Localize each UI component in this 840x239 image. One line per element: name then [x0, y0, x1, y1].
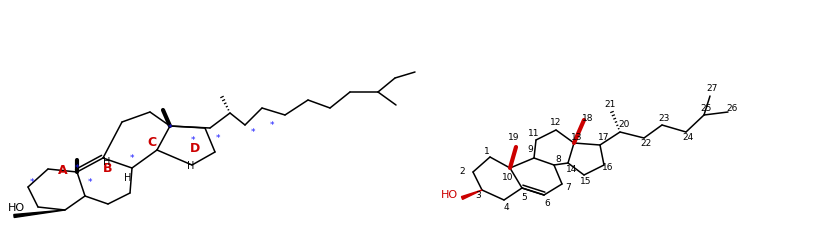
- Text: 27: 27: [706, 83, 717, 92]
- Polygon shape: [461, 190, 482, 199]
- Text: 18: 18: [582, 114, 594, 123]
- Text: 9: 9: [528, 146, 533, 154]
- Text: 4: 4: [503, 202, 509, 212]
- Text: 12: 12: [550, 118, 562, 126]
- Text: 23: 23: [659, 114, 669, 123]
- Text: B: B: [103, 162, 113, 174]
- Text: HO: HO: [8, 203, 25, 213]
- Text: *: *: [87, 179, 92, 188]
- Text: 16: 16: [602, 163, 614, 173]
- Text: *: *: [270, 120, 274, 130]
- Text: HO: HO: [441, 190, 458, 200]
- Text: C: C: [148, 136, 156, 150]
- Text: *: *: [168, 124, 172, 132]
- Text: 21: 21: [604, 99, 616, 109]
- Text: *: *: [129, 153, 134, 163]
- Text: *: *: [216, 134, 220, 142]
- Text: 24: 24: [682, 134, 694, 142]
- Text: D: D: [190, 141, 200, 154]
- Text: A: A: [58, 163, 68, 176]
- Polygon shape: [13, 210, 65, 217]
- Text: 2: 2: [459, 168, 465, 176]
- Text: *: *: [75, 163, 79, 173]
- Text: 19: 19: [508, 134, 520, 142]
- Text: 10: 10: [502, 174, 514, 183]
- Text: 1: 1: [484, 147, 490, 156]
- Text: *: *: [29, 178, 34, 186]
- Text: 20: 20: [618, 120, 630, 129]
- Text: 6: 6: [544, 199, 550, 207]
- Text: 25: 25: [701, 103, 711, 113]
- Text: 22: 22: [640, 140, 652, 148]
- Text: 26: 26: [727, 103, 738, 113]
- Text: 15: 15: [580, 178, 591, 186]
- Text: H: H: [124, 173, 132, 183]
- Text: 3: 3: [475, 191, 480, 201]
- Text: 17: 17: [598, 134, 610, 142]
- Text: 5: 5: [521, 194, 527, 202]
- Text: 8: 8: [555, 156, 561, 164]
- Text: 13: 13: [571, 134, 583, 142]
- Text: *: *: [191, 136, 195, 145]
- Text: *: *: [251, 129, 255, 137]
- Text: 7: 7: [565, 184, 571, 192]
- Text: H: H: [103, 157, 111, 167]
- Text: H: H: [187, 161, 195, 171]
- Text: 14: 14: [566, 165, 578, 174]
- Text: 11: 11: [528, 129, 540, 137]
